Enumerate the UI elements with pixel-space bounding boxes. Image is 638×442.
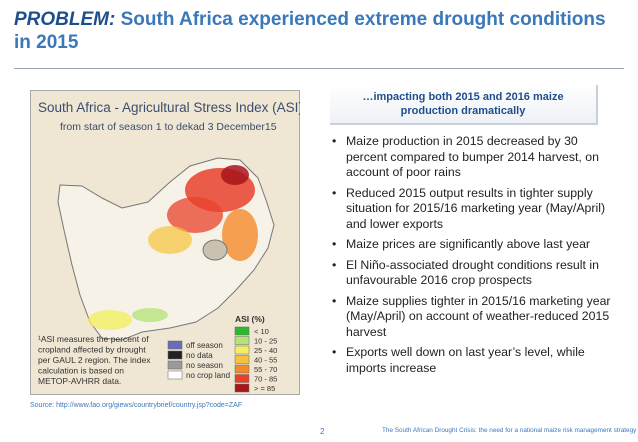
legend-swatch: [234, 345, 250, 355]
legend-label: 10 - 25: [254, 337, 277, 346]
legend-label: off season: [186, 341, 223, 350]
legend-label: < 10: [254, 327, 269, 336]
stress-area: [222, 209, 258, 261]
map-title: South Africa - Agricultural Stress Index…: [38, 99, 300, 115]
legend-swatch: [234, 383, 250, 393]
legend-label: no season: [186, 361, 223, 370]
legend-title: ASI (%): [235, 314, 265, 324]
bullet: Maize prices are significantly above las…: [332, 237, 616, 253]
bullet: Maize supplies tighter in 2015/16 market…: [332, 294, 616, 341]
stress-area: [167, 197, 223, 233]
map-footnote: ¹ASI measures the percent of cropland aff…: [38, 334, 151, 386]
callout-heading: …impacting both 2015 and 2016 maize prod…: [330, 85, 598, 125]
legend-label: no data: [186, 351, 213, 360]
legend-swatch: [234, 326, 250, 336]
map: South Africa - Agricultural Stress Index…: [30, 90, 300, 395]
stress-area: [132, 308, 168, 322]
footer-text: The South African Drought Crisis: the ne…: [382, 427, 637, 434]
legend-label: no crop land: [186, 371, 230, 380]
lesotho: [202, 239, 228, 261]
legend-label: 70 - 85: [254, 375, 277, 384]
stress-area: [221, 165, 249, 185]
bullet-list: Maize production in 2015 decreased by 30…: [330, 134, 616, 381]
legend-swatch: [167, 340, 183, 350]
bullet: Reduced 2015 output results in tighter s…: [332, 186, 616, 233]
legend-swatch: [234, 336, 250, 345]
legend-label: 25 - 40: [254, 346, 277, 355]
stress-area: [148, 226, 192, 254]
legend-swatch: [167, 360, 183, 370]
stress-area: [88, 310, 132, 330]
bullet: Maize production in 2015 decreased by 30…: [332, 134, 616, 181]
page-number: 2: [320, 427, 325, 436]
legend-swatch: [234, 355, 250, 364]
slide-title: PROBLEM: South Africa experienced extrem…: [14, 8, 614, 54]
map-subtitle: from start of season 1 to dekad 3 Decemb…: [60, 121, 277, 133]
legend-label: > = 85: [254, 384, 275, 393]
legend-swatch: [234, 374, 250, 383]
bullet: Exports well down on last year’s level, …: [332, 345, 616, 376]
title-rest: South Africa experienced extreme drought…: [14, 9, 606, 53]
legend-label: 55 - 70: [254, 365, 277, 374]
legend-label: 40 - 55: [254, 356, 277, 365]
bullet: El Niño-associated drought conditions re…: [332, 258, 616, 289]
legend-swatch: [167, 370, 183, 380]
source: Source: http://www.fao.org/giews/country…: [30, 402, 243, 409]
title-rule: [14, 68, 624, 69]
title-lead: PROBLEM:: [14, 9, 116, 30]
legend-swatch: [167, 350, 183, 360]
legend-swatch: [234, 364, 250, 374]
